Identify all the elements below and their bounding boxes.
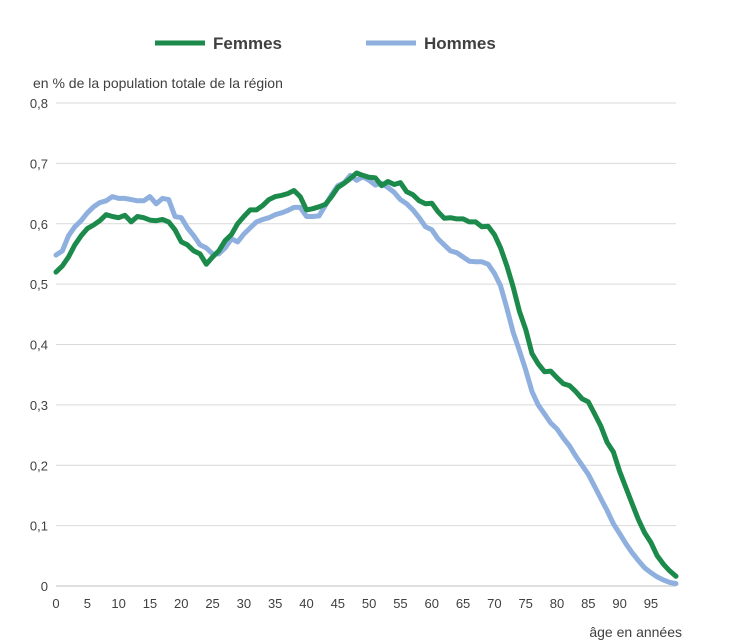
- y-tick-label: 0,7: [30, 156, 48, 171]
- x-axis-title: âge en années: [589, 624, 682, 640]
- y-tick-label: 0,3: [30, 398, 48, 413]
- x-tick-label: 50: [362, 596, 376, 611]
- y-tick-label: 0,4: [30, 338, 48, 353]
- x-tick-label: 75: [518, 596, 532, 611]
- x-tick-label: 90: [612, 596, 626, 611]
- legend-label-hommes: Hommes: [424, 34, 496, 53]
- legend: Femmes Hommes: [155, 34, 496, 53]
- x-tick-label: 65: [456, 596, 470, 611]
- gridlines: [56, 102, 676, 587]
- series-line-femmes: [53, 170, 679, 579]
- x-axis-tick-labels: 0 5 10 15 20 25 30 35 40 45 50 55 60 65 70 75 80 85 90 95: [52, 596, 658, 611]
- y-tick-label: 0,8: [30, 96, 48, 111]
- y-tick-label: 0,1: [30, 519, 48, 534]
- x-tick-label: 85: [581, 596, 595, 611]
- y-tick-label: 0,6: [30, 217, 48, 232]
- y-tick-label: 0,5: [30, 277, 48, 292]
- x-tick-label: 80: [550, 596, 564, 611]
- x-tick-label: 40: [299, 596, 313, 611]
- y-tick-label: 0: [41, 579, 48, 594]
- x-tick-label: 45: [331, 596, 345, 611]
- x-tick-label: 20: [174, 596, 188, 611]
- series-lines: [53, 170, 679, 587]
- x-tick-label: 30: [237, 596, 251, 611]
- x-tick-label: 0: [52, 596, 59, 611]
- x-tick-label: 5: [84, 596, 91, 611]
- x-tick-label: 60: [425, 596, 439, 611]
- x-tick-label: 55: [393, 596, 407, 611]
- y-tick-label: 0,2: [30, 458, 48, 473]
- series-line-hommes: [53, 172, 679, 587]
- y-axis-title: en % de la population totale de la régio…: [33, 75, 283, 91]
- x-tick-label: 25: [205, 596, 219, 611]
- y-axis-tick-labels: 0 0,1 0,2 0,3 0,4 0,5 0,6 0,7 0,8: [30, 96, 48, 594]
- x-tick-label: 10: [111, 596, 125, 611]
- x-tick-label: 70: [487, 596, 501, 611]
- x-tick-label: 15: [143, 596, 157, 611]
- x-tick-label: 95: [644, 596, 658, 611]
- legend-label-femmes: Femmes: [213, 34, 282, 53]
- x-tick-label: 35: [268, 596, 282, 611]
